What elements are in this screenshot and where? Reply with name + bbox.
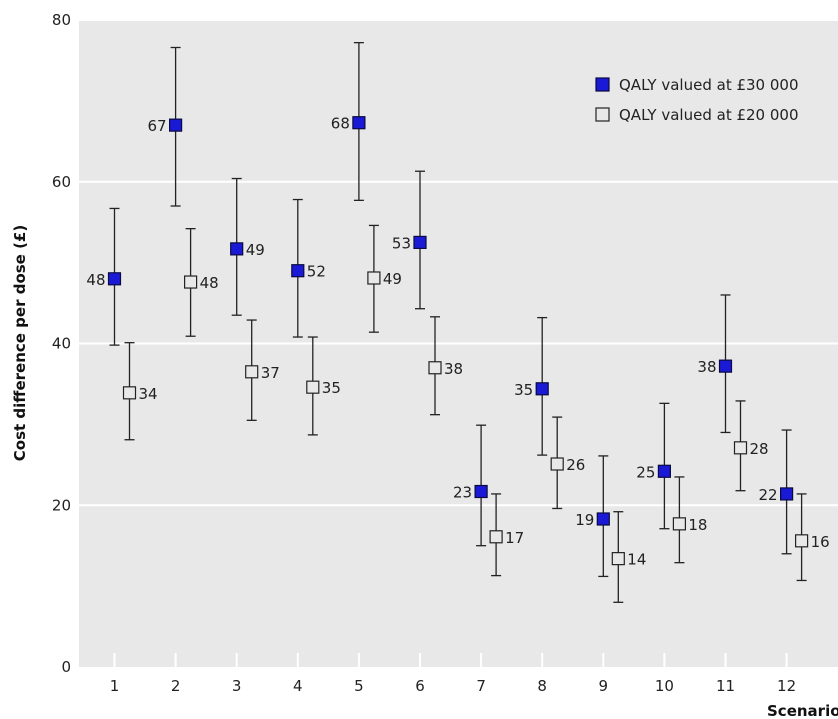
point-qaly-30000	[657, 464, 672, 478]
point-qaly-20000	[489, 530, 503, 544]
legend-label: QALY valued at £30 000	[619, 76, 799, 94]
x-axis-title: Scenario	[767, 702, 838, 719]
data-label: 19	[575, 511, 594, 529]
point-qaly-30000	[413, 235, 427, 250]
data-label: 49	[383, 270, 402, 288]
data-label: 28	[750, 440, 769, 458]
point-qaly-30000	[291, 264, 305, 278]
data-label: 48	[200, 274, 219, 292]
data-label: 48	[86, 271, 105, 289]
y-tick-label: 0	[61, 658, 71, 676]
data-label: 67	[148, 117, 167, 135]
grid-lines	[79, 19, 838, 507]
x-tick-label: 1	[110, 677, 120, 695]
y-tick-label: 20	[52, 496, 71, 514]
point-qaly-20000	[245, 365, 259, 379]
point-qaly-20000	[122, 386, 137, 400]
data-labels: 48 67 49 52 68 53 23 35 19 25 38 22 34 48 37 35 49 38 17 26…	[86, 115, 829, 569]
legend-swatch	[595, 77, 610, 92]
point-qaly-20000	[550, 457, 564, 471]
data-label: 37	[261, 364, 280, 382]
point-qaly-30000	[535, 382, 549, 396]
data-label: 35	[322, 379, 341, 397]
point-qaly-30000	[230, 242, 244, 256]
y-tick-label: 60	[52, 173, 71, 191]
data-label: 18	[688, 516, 707, 534]
x-tick-label: 4	[293, 677, 303, 695]
y-tick-label: 40	[52, 335, 71, 353]
point-qaly-20000	[367, 271, 381, 285]
legend: QALY valued at £30 000 QALY valued at £20…	[595, 76, 799, 124]
legend-swatch	[595, 107, 610, 122]
data-label: 49	[246, 241, 265, 259]
x-tick-label: 8	[537, 677, 547, 695]
y-tick-label: 80	[52, 11, 71, 29]
point-qaly-30000	[352, 116, 366, 130]
point-qaly-30000	[779, 487, 794, 501]
point-qaly-20000	[672, 517, 687, 531]
point-qaly-30000	[107, 272, 122, 286]
data-label: 16	[811, 533, 830, 551]
point-qaly-20000	[611, 552, 625, 566]
y-axis-title: Cost difference per dose (£)	[11, 225, 29, 461]
x-tick-label: 12	[777, 677, 796, 695]
x-tick-label: 11	[716, 677, 735, 695]
x-tick-label: 3	[232, 677, 242, 695]
data-label: 26	[566, 456, 585, 474]
point-qaly-20000	[306, 380, 320, 394]
point-qaly-20000	[733, 441, 748, 455]
point-qaly-20000	[794, 534, 809, 548]
data-label: 22	[759, 486, 778, 504]
point-qaly-30000	[718, 359, 733, 373]
data-label: 53	[392, 234, 411, 252]
x-tick-label: 10	[655, 677, 674, 695]
point-qaly-20000	[184, 275, 198, 289]
x-axis-ticks: 1 2 3 4 5 6 7 8 9 10 11 12	[110, 653, 796, 695]
data-label: 68	[331, 115, 350, 133]
data-label: 17	[505, 529, 524, 547]
data-label: 23	[453, 484, 472, 502]
data-points	[107, 116, 809, 566]
x-tick-label: 9	[599, 677, 609, 695]
x-tick-label: 7	[476, 677, 486, 695]
point-qaly-20000	[428, 361, 442, 375]
point-qaly-30000	[596, 512, 610, 526]
x-tick-label: 6	[415, 677, 425, 695]
data-label: 25	[636, 463, 655, 481]
data-label: 52	[307, 263, 326, 281]
data-label: 38	[697, 358, 716, 376]
x-tick-label: 5	[354, 677, 364, 695]
point-qaly-30000	[169, 118, 183, 132]
point-qaly-30000	[474, 484, 488, 499]
data-label: 38	[444, 360, 463, 378]
data-label: 34	[139, 385, 158, 403]
data-label: 35	[514, 381, 533, 399]
data-label: 14	[627, 551, 646, 569]
legend-label: QALY valued at £20 000	[619, 106, 799, 124]
x-tick-label: 2	[171, 677, 181, 695]
y-axis-ticks: 0 20 40 60 80	[52, 11, 71, 676]
